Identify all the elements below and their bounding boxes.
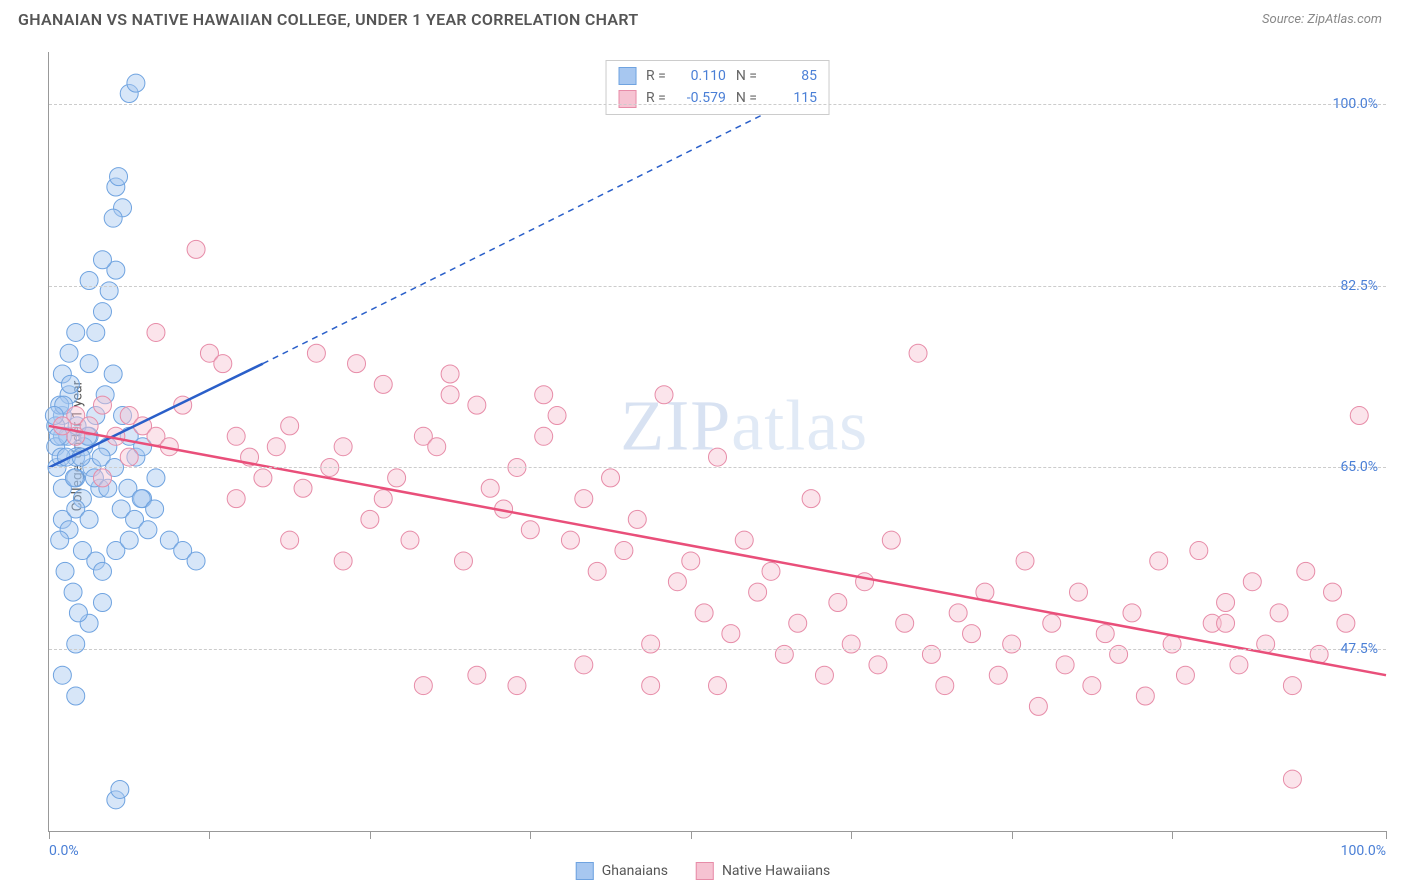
ytick-label: 82.5% (1340, 278, 1378, 294)
n-label-2: N = (736, 87, 757, 109)
chart-plot-area: ZIPatlas R = 0.110 N = 85 R = -0.579 N =… (48, 52, 1386, 832)
source-label: Source: ZipAtlas.com (1262, 12, 1382, 27)
stats-row-ghanaians: R = 0.110 N = 85 (618, 65, 817, 87)
legend-item-ghanaians: Ghanaians (576, 862, 668, 880)
xtick-label-left: 0.0% (49, 843, 79, 859)
legend-label-hawaiians: Native Hawaiians (722, 863, 830, 879)
ytick-label: 47.5% (1340, 641, 1378, 657)
stats-legend-box: R = 0.110 N = 85 R = -0.579 N = 115 (605, 60, 830, 115)
legend-swatch-hawaiians-icon (696, 862, 714, 880)
scatter-svg (49, 52, 1386, 831)
ytick-label: 100.0% (1333, 96, 1378, 112)
ytick-label: 65.0% (1340, 459, 1378, 475)
swatch-ghanaians-icon (618, 67, 636, 85)
legend-bottom: Ghanaians Native Hawaiians (576, 862, 830, 880)
n-label: N = (736, 65, 757, 87)
r-label: R = (646, 65, 666, 87)
n-value-ghanaians: 85 (767, 65, 817, 87)
legend-label-ghanaians: Ghanaians (602, 863, 668, 879)
chart-title: GHANAIAN VS NATIVE HAWAIIAN COLLEGE, UND… (18, 10, 639, 29)
legend-item-hawaiians: Native Hawaiians (696, 862, 830, 880)
n-value-hawaiians: 115 (767, 87, 817, 109)
xtick-label-right: 100.0% (1341, 843, 1386, 859)
r-value-ghanaians: 0.110 (676, 65, 726, 87)
r-value-hawaiians: -0.579 (676, 87, 726, 109)
stats-row-hawaiians: R = -0.579 N = 115 (618, 87, 817, 109)
r-label-2: R = (646, 87, 666, 109)
legend-swatch-ghanaians-icon (576, 862, 594, 880)
